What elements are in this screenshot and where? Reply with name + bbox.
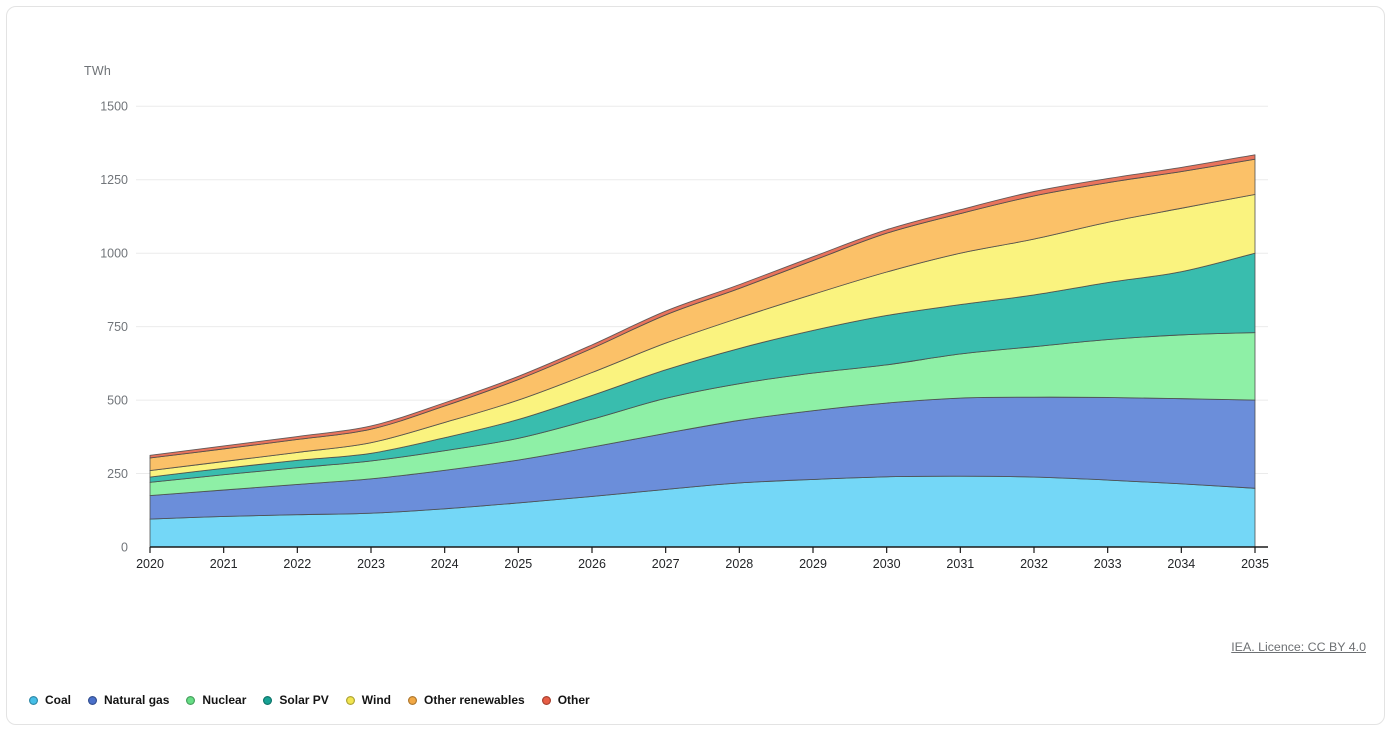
legend-item-nuclear[interactable]: Nuclear [186, 693, 246, 707]
legend-dot-natural-gas [88, 695, 98, 705]
legend-label-coal: Coal [45, 693, 72, 707]
x-tick-label-2021: 2021 [210, 557, 238, 571]
licence-link[interactable]: IEA. Licence: CC BY 4.0 [1231, 640, 1366, 654]
legend-dot-other [541, 695, 551, 705]
x-tick-label-2026: 2026 [578, 557, 606, 571]
legend-label-solar-pv: Solar PV [279, 693, 329, 707]
legend-label-wind: Wind [361, 693, 391, 707]
legend-item-solar-pv[interactable]: Solar PV [263, 693, 329, 707]
x-tick-label-2033: 2033 [1094, 557, 1122, 571]
y-tick-label-500: 500 [107, 393, 128, 407]
y-axis-unit-label: TWh [84, 64, 111, 78]
y-tick-label-750: 750 [107, 320, 128, 334]
legend-dot-wind [345, 695, 355, 705]
chart-legend: Coal Natural gas Nuclear Solar PV Wind Other … [29, 693, 590, 707]
legend-item-other[interactable]: Other [541, 693, 590, 707]
legend-label-other-renewables: Other renewables [423, 693, 525, 707]
legend-dot-solar-pv [263, 695, 273, 705]
x-tick-label-2028: 2028 [725, 557, 753, 571]
x-tick-label-2025: 2025 [504, 557, 532, 571]
x-tick-label-2035: 2035 [1241, 557, 1269, 571]
y-tick-label-250: 250 [107, 467, 128, 481]
x-tick-label-2034: 2034 [1167, 557, 1195, 571]
x-tick-label-2022: 2022 [283, 557, 311, 571]
legend-item-natural-gas[interactable]: Natural gas [88, 693, 169, 707]
y-tick-label-1500: 1500 [100, 100, 128, 114]
legend-dot-other-renewables [407, 695, 417, 705]
legend-dot-coal [29, 695, 38, 705]
legend-item-coal[interactable]: Coal [29, 693, 71, 707]
legend-label-other: Other [557, 693, 590, 707]
x-tick-label-2023: 2023 [357, 557, 385, 571]
legend-dot-nuclear [186, 695, 196, 705]
legend-label-nuclear: Nuclear [202, 693, 247, 707]
y-tick-label-1250: 1250 [100, 173, 128, 187]
x-tick-label-2030: 2030 [873, 557, 901, 571]
x-tick-label-2024: 2024 [431, 557, 459, 571]
x-tick-label-2020: 2020 [136, 557, 164, 571]
y-tick-label-0: 0 [121, 540, 128, 554]
y-tick-label-1000: 1000 [100, 247, 128, 261]
legend-item-other-renewables[interactable]: Other renewables [407, 693, 525, 707]
x-tick-label-2032: 2032 [1020, 557, 1048, 571]
legend-label-natural-gas: Natural gas [104, 693, 170, 707]
x-tick-label-2029: 2029 [799, 557, 827, 571]
legend-item-wind[interactable]: Wind [345, 693, 391, 707]
x-tick-label-2027: 2027 [652, 557, 680, 571]
x-tick-label-2031: 2031 [946, 557, 974, 571]
area-layer-other[interactable] [149, 154, 1256, 459]
